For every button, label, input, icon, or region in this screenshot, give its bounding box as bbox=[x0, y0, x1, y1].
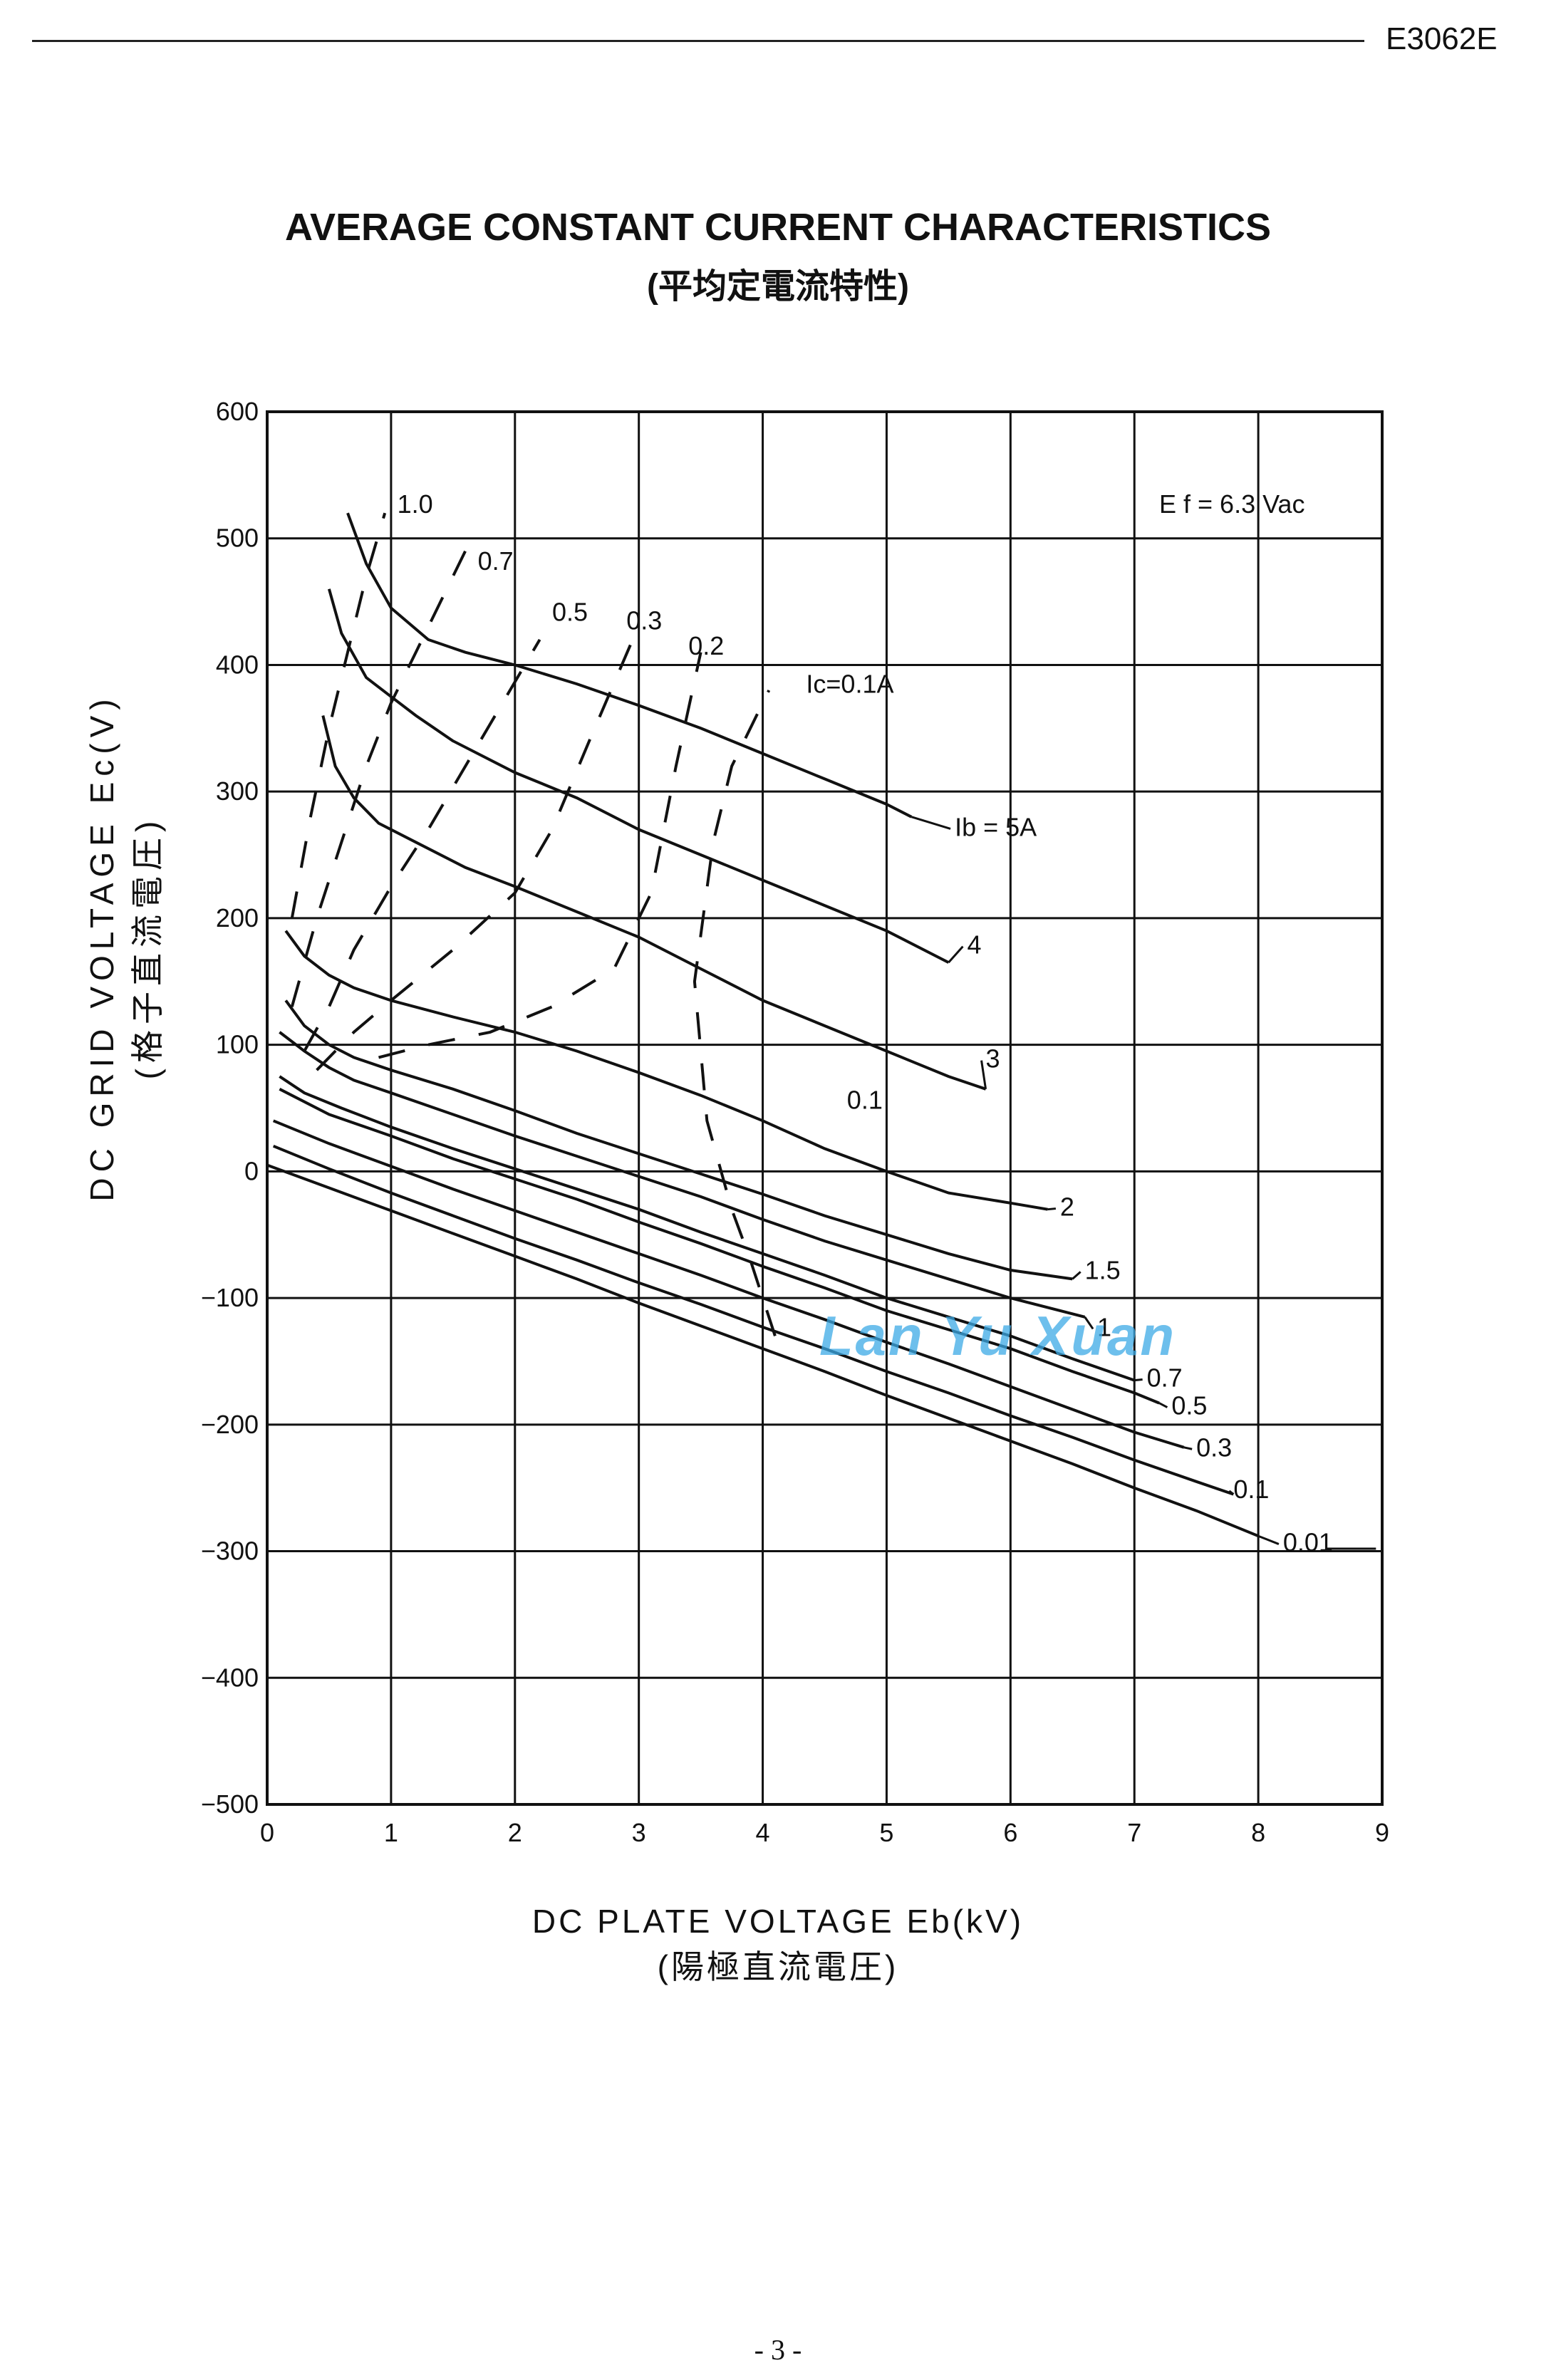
plate-label-leader bbox=[948, 945, 964, 964]
x-tick-label: 5 bbox=[879, 1818, 893, 1847]
plate-current-label: Ib = 5A bbox=[955, 812, 1037, 841]
grid-current-curve bbox=[290, 512, 387, 919]
plate-current-curve bbox=[327, 588, 950, 964]
x-tick-label: 9 bbox=[1375, 1818, 1389, 1847]
plate-label-leader bbox=[911, 816, 951, 830]
grid-current-label: 0.7 bbox=[478, 546, 514, 576]
y-tick-label: −400 bbox=[201, 1663, 259, 1692]
plate-current-label: 1.5 bbox=[1085, 1255, 1121, 1284]
page-number: - 3 - bbox=[754, 2334, 802, 2366]
x-tick-label: 1 bbox=[384, 1818, 398, 1847]
x-tick-label: 8 bbox=[1251, 1818, 1265, 1847]
plate-label-leader bbox=[980, 1060, 987, 1090]
plate-current-curve bbox=[266, 1163, 1259, 1538]
grid-current-curve bbox=[303, 638, 541, 1052]
y-tick-label: −100 bbox=[201, 1283, 259, 1312]
grid-current-label: 0.5 bbox=[552, 597, 588, 626]
y-tick-label: 0 bbox=[244, 1156, 259, 1185]
y-tick-label: 600 bbox=[216, 397, 259, 426]
plate-current-curve bbox=[321, 715, 987, 1091]
plate-label-leader bbox=[1134, 1378, 1143, 1382]
filament-voltage-annotation: E f = 6.3 Vac bbox=[1159, 489, 1305, 519]
document-code: E3062E bbox=[1386, 21, 1498, 56]
plate-current-label: 0.1 bbox=[1233, 1475, 1269, 1504]
grid-current-label: 1.0 bbox=[398, 489, 433, 519]
y-tick-label: −300 bbox=[201, 1537, 259, 1566]
plate-current-curve bbox=[272, 1144, 1234, 1496]
y-tick-label: 500 bbox=[216, 524, 259, 553]
grid-current-curve bbox=[378, 652, 702, 1059]
x-axis-label: DC PLATE VOLTAGE Eb(kV) (陽極直流電圧) bbox=[531, 1903, 1025, 1985]
plate-label-leader bbox=[1228, 1490, 1235, 1495]
plate-current-curve bbox=[284, 930, 1048, 1211]
grid-current-curve bbox=[316, 639, 634, 1071]
grid-current-label: Ic=0.1A bbox=[806, 670, 893, 699]
header-rule bbox=[32, 40, 1364, 42]
plate-current-label: 4 bbox=[967, 930, 981, 960]
y-tick-label: 300 bbox=[216, 776, 259, 806]
grid-current-label: 0.1 bbox=[847, 1085, 883, 1114]
plate-current-label: 0.01 bbox=[1283, 1528, 1333, 1557]
grid-current-curve bbox=[290, 550, 467, 1007]
grid-current-curve bbox=[693, 690, 777, 1337]
plate-current-curve bbox=[284, 999, 1073, 1281]
plate-current-curve bbox=[346, 512, 913, 819]
plate-label-leader bbox=[1183, 1446, 1193, 1450]
y-tick-label: 400 bbox=[216, 650, 259, 679]
y-tick-label: 100 bbox=[216, 1030, 259, 1059]
x-tick-label: 3 bbox=[632, 1818, 646, 1847]
x-tick-label: 6 bbox=[1003, 1818, 1017, 1847]
x-tick-label: 7 bbox=[1127, 1818, 1141, 1847]
x-tick-label: 4 bbox=[756, 1818, 770, 1847]
y-tick-label: −500 bbox=[201, 1789, 259, 1819]
plate-current-curve bbox=[279, 1031, 1086, 1319]
plate-current-label: 2 bbox=[1060, 1192, 1074, 1222]
plate-current-label: 3 bbox=[986, 1044, 1000, 1074]
plate-label-leader bbox=[1072, 1271, 1082, 1280]
y-tick-label: −200 bbox=[201, 1410, 259, 1439]
y-tick-label: 200 bbox=[216, 903, 259, 932]
watermark-logo: Lan Yu Xuan bbox=[819, 1304, 1177, 1367]
plot-frame bbox=[266, 410, 1384, 1806]
plate-current-label: 1 bbox=[1097, 1312, 1111, 1341]
x-tick-label: 0 bbox=[260, 1818, 274, 1847]
grid-current-label: 0.2 bbox=[688, 631, 724, 660]
plate-current-label: 0.3 bbox=[1196, 1433, 1232, 1462]
plate-current-curve bbox=[272, 1119, 1185, 1449]
page-title: AVERAGE CONSTANT CURRENT CHARACTERISTICS bbox=[284, 206, 1271, 249]
plate-label-leader bbox=[1084, 1316, 1094, 1330]
plate-current-curve bbox=[279, 1088, 1160, 1405]
page-subtitle: (平均定電流特性) bbox=[647, 268, 909, 306]
plate-label-leader bbox=[1047, 1207, 1057, 1211]
plate-current-label: 0.5 bbox=[1171, 1391, 1207, 1420]
plate-label-leader bbox=[1158, 1402, 1168, 1408]
plate-current-label: 0.7 bbox=[1147, 1363, 1183, 1393]
plate-current-curve bbox=[279, 1075, 1135, 1382]
plate-label-leader bbox=[1257, 1534, 1280, 1545]
x-tick-label: 2 bbox=[508, 1818, 522, 1847]
grid-current-label: 0.3 bbox=[626, 606, 662, 635]
